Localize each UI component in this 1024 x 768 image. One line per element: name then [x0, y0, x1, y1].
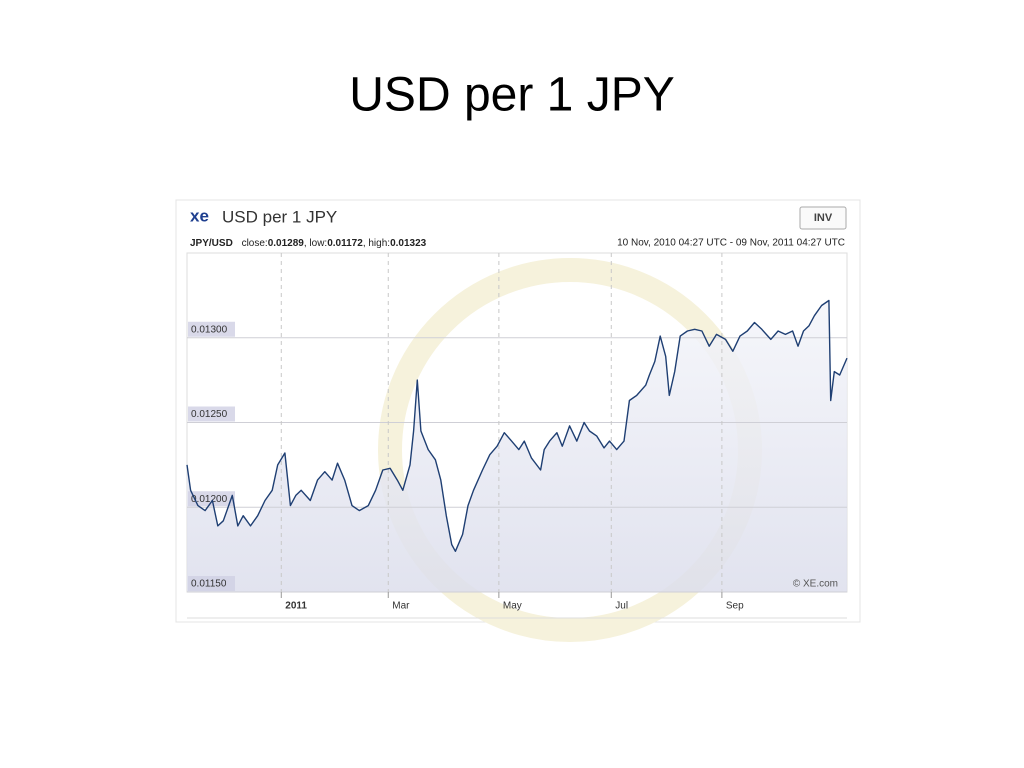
pair: JPY/USD	[190, 238, 233, 249]
x-tick-label: Mar	[392, 601, 410, 612]
stats-line: JPY/USD close:0.01289, low:0.01172, high…	[190, 238, 427, 249]
x-tick-label: Sep	[726, 601, 744, 612]
x-tick-label: May	[503, 601, 522, 612]
x-tick-label: 2011	[285, 601, 307, 612]
stat-value: 0.01172	[327, 238, 363, 249]
y-tick-label: 0.01150	[191, 579, 227, 590]
stat-label: close:	[242, 238, 268, 249]
logo: xe	[190, 206, 209, 225]
chart-title: USD per 1 JPY	[222, 207, 337, 226]
y-tick-box	[188, 406, 235, 422]
price-line	[186, 299, 848, 552]
credit: © XE.com	[793, 579, 838, 590]
y-tick-box	[188, 491, 235, 507]
plot: 0.01150 0.01200 0.01250 0.01300	[186, 252, 848, 642]
stat-value: 0.01289	[268, 238, 305, 249]
period: 10 Nov, 2010 04:27 UTC - 09 Nov, 2011 04…	[617, 238, 845, 249]
y-tick-label: 0.01250	[191, 409, 228, 420]
stat-value: 0.01323	[390, 238, 427, 249]
slide-title: USD per 1 JPY	[349, 69, 674, 122]
inv-button[interactable]	[799, 206, 847, 230]
inv-button-label[interactable]: INV	[814, 212, 833, 224]
stat-label: , low:	[304, 238, 327, 249]
stat-label: , high:	[363, 238, 390, 249]
y-tick-box	[188, 576, 235, 591]
y-tick-box	[188, 321, 235, 337]
x-tick-label: Jul	[615, 601, 628, 612]
area	[187, 300, 847, 592]
y-tick-label: 0.01200	[191, 494, 228, 505]
y-tick-label: 0.01300	[191, 324, 228, 335]
